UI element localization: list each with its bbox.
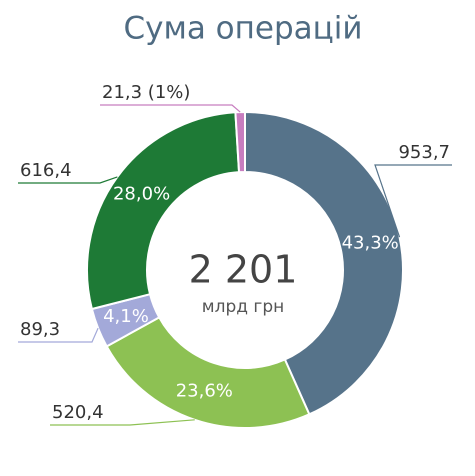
leader-line [18, 176, 118, 184]
percent-label: 4,1% [103, 306, 149, 327]
chart-title: Сума операцій [123, 11, 362, 47]
leader-line [50, 419, 195, 426]
center-unit: млрд грн [202, 297, 284, 317]
value-label: 21,3 (1%) [102, 82, 190, 103]
donut-segment [86, 111, 241, 311]
donut-segment [234, 110, 246, 174]
percent-label: 28,0% [113, 184, 170, 205]
value-label: 89,3 [20, 319, 60, 340]
donut-segment [105, 316, 311, 429]
value-label: 953,7 [398, 142, 450, 163]
percent-label: 23,6% [176, 380, 233, 401]
percent-label: 43,3% [342, 232, 399, 253]
center-total: 2 201 [189, 248, 298, 292]
value-label: 520,4 [52, 402, 104, 423]
value-label: 616,4 [20, 160, 72, 181]
donut-segment [244, 110, 404, 416]
leader-line [18, 327, 99, 343]
leader-line [100, 104, 241, 113]
leader-line [374, 164, 452, 238]
